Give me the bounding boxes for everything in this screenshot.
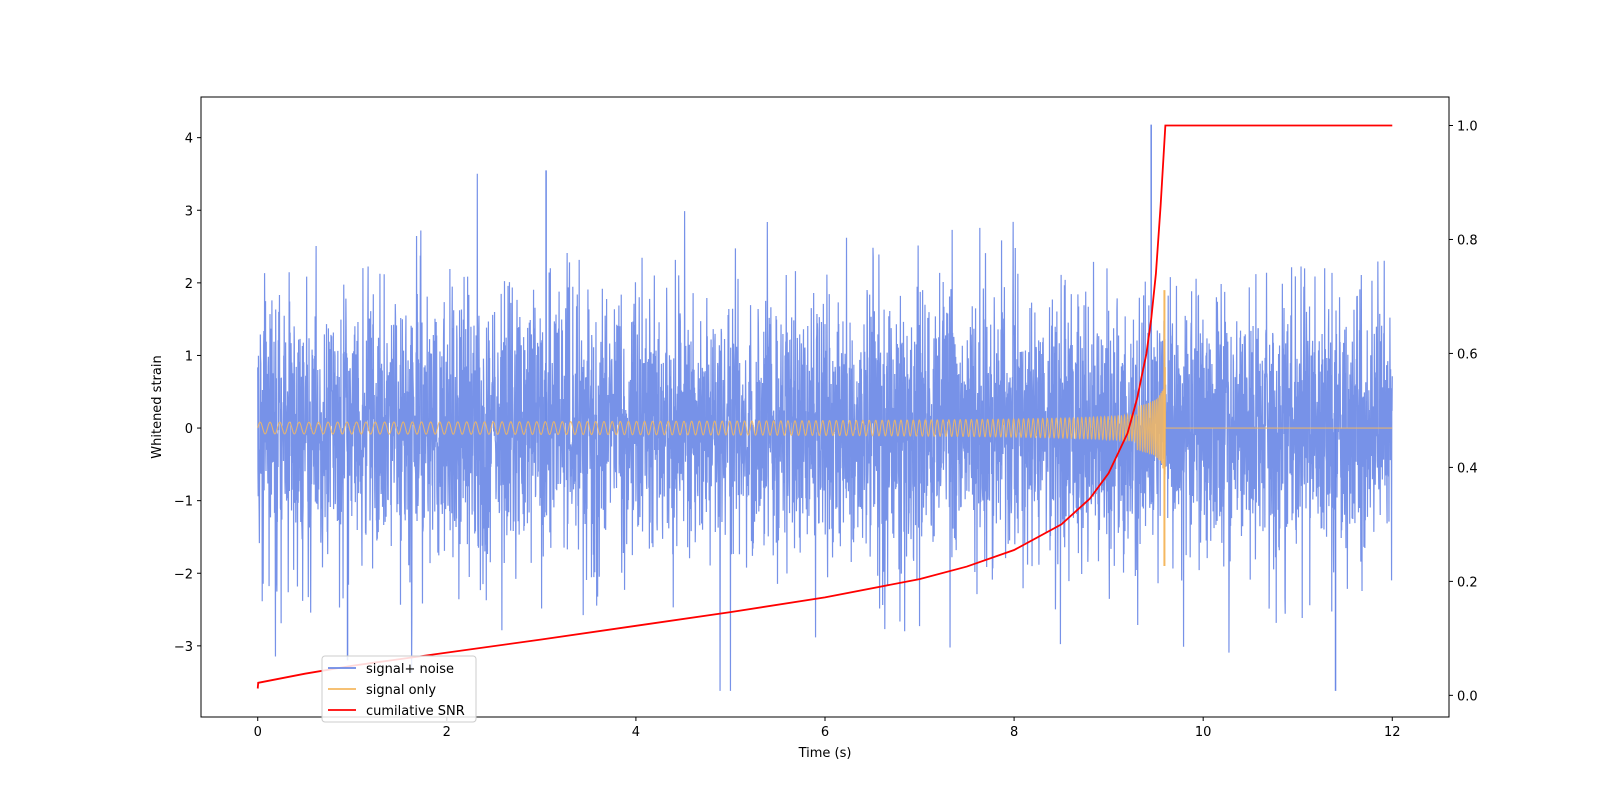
y2-tick-label: 0.6: [1457, 347, 1478, 362]
y-tick-label: 0: [185, 422, 193, 437]
x-tick-label: 8: [1010, 725, 1018, 740]
y2-tick-label: 0.0: [1457, 689, 1478, 704]
y2-tick-label: 0.8: [1457, 233, 1478, 248]
legend-label: cumilative SNR: [366, 704, 465, 719]
y2-tick-label: 0.2: [1457, 575, 1478, 590]
legend-frame: [321, 655, 477, 723]
x-tick-label: 10: [1195, 725, 1212, 740]
y-tick-label: 2: [185, 277, 193, 292]
x-tick-label: 0: [254, 725, 262, 740]
y-tick-label: 4: [185, 132, 193, 147]
x-tick-label: 2: [443, 725, 451, 740]
y-tick-label: −2: [174, 567, 193, 582]
x-tick-label: 4: [632, 725, 640, 740]
x-tick-label: 12: [1384, 725, 1401, 740]
y-axis-label: Whitened strain: [150, 355, 165, 458]
series-line-signal-noise: [257, 173, 1393, 691]
x-tick-label: 6: [821, 725, 829, 740]
y2-tick-label: 1.0: [1457, 119, 1478, 134]
legend: signal+ noise signal only cumilative SNR: [321, 655, 477, 723]
y2-tick-label: 0.4: [1457, 461, 1478, 476]
y-tick-label: 1: [185, 349, 193, 364]
legend-label: signal+ noise: [366, 662, 454, 677]
legend-label: signal only: [366, 683, 436, 698]
y-tick-label: −1: [174, 495, 193, 510]
y-tick-label: −3: [174, 640, 193, 655]
x-axis-label: Time (s): [798, 746, 852, 761]
y-tick-label: 3: [185, 204, 193, 219]
series-line-signal-only: [257, 367, 1393, 480]
